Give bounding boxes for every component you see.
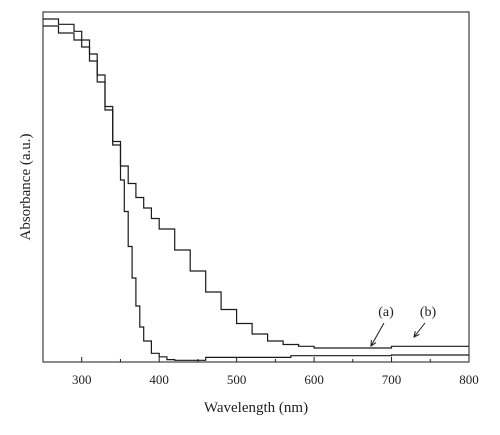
x-tick-label: 800 [459, 372, 479, 387]
annotation-arrow-a [370, 322, 385, 347]
x-tick-label: 500 [227, 372, 247, 387]
annotation-arrow-b [413, 322, 426, 338]
series-layer [43, 18, 469, 361]
x-tick-label: 400 [149, 372, 169, 387]
annotation-arrowhead-b [413, 331, 420, 338]
series-line-b [43, 18, 469, 349]
x-tick-label: 700 [382, 372, 402, 387]
x-axis-ticks: 300 400 500 600 700 800 [42, 357, 479, 387]
x-axis-label: Wavelength (nm) [204, 400, 308, 416]
plot-frame [42, 11, 470, 363]
annotation-label-a: (a) [378, 305, 394, 320]
x-tick-label: 600 [304, 372, 324, 387]
y-axis-label: Absorbance (a.u.) [18, 133, 34, 240]
x-tick-label: 300 [72, 372, 92, 387]
annotation-layer: (a) (b) [370, 305, 437, 348]
annotation-label-b: (b) [420, 305, 437, 320]
series-line-a [43, 25, 469, 361]
annotation-arrowhead-a [370, 339, 377, 348]
